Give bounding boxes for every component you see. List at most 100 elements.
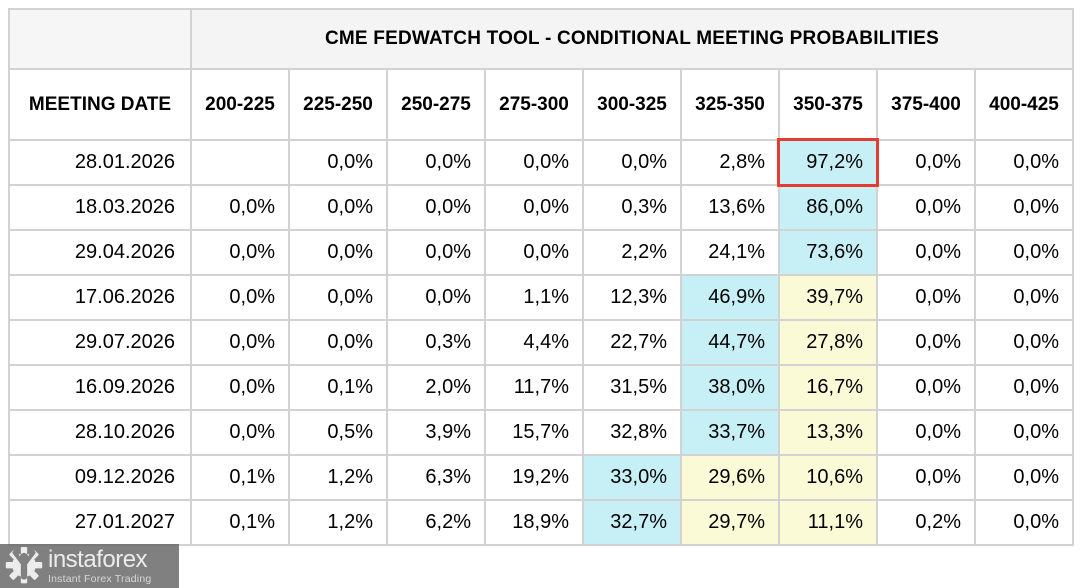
probability-cell: 0,0%: [876, 409, 976, 456]
header-row: MEETING DATE 200-225 225-250 250-275 275-30…: [8, 68, 1074, 141]
probability-cell: 0,0%: [386, 229, 486, 276]
probability-cell: 29,6%: [680, 454, 780, 501]
probability-cell: 0,0%: [974, 499, 1074, 546]
probability-cell: 32,8%: [582, 409, 682, 456]
probability-cell: 0,0%: [974, 319, 1074, 366]
probability-cell: 0,0%: [190, 409, 290, 456]
table-body: 28.01.2026 0,0% 0,0% 0,0% 0,0% 2,8% 97,2% 0,0% 0…: [8, 139, 1074, 546]
rate-range-header: 250-275: [386, 68, 486, 141]
probability-cell: 0,0%: [288, 319, 388, 366]
probability-cell: 0,0%: [386, 139, 486, 186]
table-row: 29.07.2026 0,0% 0,0% 0,3% 4,4% 22,7% 44,7% 27,8…: [8, 319, 1074, 366]
probability-cell: 0,1%: [190, 499, 290, 546]
probability-cell: 16,7%: [778, 364, 878, 411]
probability-cell: 86,0%: [778, 184, 878, 231]
probability-cell: 10,6%: [778, 454, 878, 501]
probability-cell: 73,6%: [778, 229, 878, 276]
probability-cell: 2,2%: [582, 229, 682, 276]
meeting-date-cell: 17.06.2026: [8, 274, 192, 321]
probability-cell: 0,0%: [484, 184, 584, 231]
probability-cell: 0,5%: [288, 409, 388, 456]
rate-range-header: 300-325: [582, 68, 682, 141]
probability-cell: 0,0%: [974, 409, 1074, 456]
probability-cell: 38,0%: [680, 364, 780, 411]
table-row: 29.04.2026 0,0% 0,0% 0,0% 0,0% 2,2% 24,1% 73,6%…: [8, 229, 1074, 276]
rate-range-header: 200-225: [190, 68, 290, 141]
probability-cell: 0,0%: [190, 364, 290, 411]
probability-cell: 0,0%: [190, 319, 290, 366]
probability-cell: 0,0%: [484, 139, 584, 186]
probability-cell: 0,0%: [876, 364, 976, 411]
probability-cell: 1,2%: [288, 454, 388, 501]
probability-cell: 6,3%: [386, 454, 486, 501]
probability-cell: 31,5%: [582, 364, 682, 411]
rate-range-header: 325-350: [680, 68, 780, 141]
meeting-date-cell: 29.04.2026: [8, 229, 192, 276]
probability-cell: 0,0%: [974, 274, 1074, 321]
probability-cell: 0,0%: [582, 139, 682, 186]
table-row: 17.06.2026 0,0% 0,0% 0,0% 1,1% 12,3% 46,9% 39,7…: [8, 274, 1074, 321]
probability-cell: 0,1%: [190, 454, 290, 501]
watermark-tagline: Instant Forex Trading: [48, 572, 152, 585]
meeting-date-cell: 16.09.2026: [8, 364, 192, 411]
table-row: 18.03.2026 0,0% 0,0% 0,0% 0,0% 0,3% 13,6% 86,0%…: [8, 184, 1074, 231]
rate-range-header: 275-300: [484, 68, 584, 141]
probability-cell: 0,0%: [386, 274, 486, 321]
probability-cell: 0,0%: [386, 184, 486, 231]
probability-cell: 0,0%: [190, 229, 290, 276]
probability-cell: 0,1%: [288, 364, 388, 411]
meeting-date-cell: 28.10.2026: [8, 409, 192, 456]
probability-cell: 0,0%: [974, 184, 1074, 231]
probability-cell: 13,3%: [778, 409, 878, 456]
meeting-date-cell: 09.12.2026: [8, 454, 192, 501]
probability-cell: 15,7%: [484, 409, 584, 456]
probability-cell: 0,0%: [876, 274, 976, 321]
probability-cell: 11,1%: [778, 499, 878, 546]
title-row: CME FEDWATCH TOOL - CONDITIONAL MEETING …: [8, 8, 1074, 70]
probability-cell: 0,0%: [288, 184, 388, 231]
probability-cell: 0,0%: [288, 229, 388, 276]
probability-cell: 33,0%: [582, 454, 682, 501]
probability-cell: 0,0%: [876, 184, 976, 231]
probability-cell: 46,9%: [680, 274, 780, 321]
probability-cell: 27,8%: [778, 319, 878, 366]
instaforex-logo-icon: [5, 547, 43, 584]
probability-cell: 1,1%: [484, 274, 584, 321]
rate-range-header: 400-425: [974, 68, 1074, 141]
probability-cell: 0,0%: [876, 454, 976, 501]
probability-cell: 0,0%: [190, 184, 290, 231]
probability-cell: 0,0%: [876, 229, 976, 276]
probability-cell: 0,0%: [974, 364, 1074, 411]
probability-cell: 6,2%: [386, 499, 486, 546]
table-row: 28.10.2026 0,0% 0,5% 3,9% 15,7% 32,8% 33,7% 13,…: [8, 409, 1074, 456]
fedwatch-table-container: CME FEDWATCH TOOL - CONDITIONAL MEETING …: [8, 8, 1074, 546]
probability-cell: 0,0%: [190, 274, 290, 321]
probability-cell: 19,2%: [484, 454, 584, 501]
probability-cell: 0,0%: [484, 229, 584, 276]
table-row: 28.01.2026 0,0% 0,0% 0,0% 0,0% 2,8% 97,2% 0,0% 0…: [8, 139, 1074, 188]
probability-cell: 11,7%: [484, 364, 584, 411]
meeting-date-cell: 29.07.2026: [8, 319, 192, 366]
probability-cell: 4,4%: [484, 319, 584, 366]
probability-cell: 1,2%: [288, 499, 388, 546]
probability-cell: 2,0%: [386, 364, 486, 411]
table-row: 27.01.2027 0,1% 1,2% 6,2% 18,9% 32,7% 29,7% 11,…: [8, 499, 1074, 546]
probability-cell: 0,0%: [974, 454, 1074, 501]
probability-cell: 0,2%: [876, 499, 976, 546]
probability-cell: 0,0%: [288, 274, 388, 321]
table-title: CME FEDWATCH TOOL - CONDITIONAL MEETING …: [190, 8, 1074, 70]
probability-cell: 0,3%: [582, 184, 682, 231]
probability-cell: 3,9%: [386, 409, 486, 456]
probability-cell: [190, 139, 290, 186]
meeting-date-cell: 18.03.2026: [8, 184, 192, 231]
table-row: 16.09.2026 0,0% 0,1% 2,0% 11,7% 31,5% 38,0% 16,…: [8, 364, 1074, 411]
instaforex-watermark: instaforex Instant Forex Trading: [0, 544, 179, 588]
watermark-brand: instaforex: [48, 545, 148, 573]
probability-cell: 2,8%: [680, 139, 780, 186]
meeting-date-cell: 27.01.2027: [8, 499, 192, 546]
probability-cell: 29,7%: [680, 499, 780, 546]
probability-cell: 0,3%: [386, 319, 486, 366]
fedwatch-table: CME FEDWATCH TOOL - CONDITIONAL MEETING …: [8, 8, 1074, 546]
probability-cell: 97,2%: [778, 139, 880, 188]
probability-cell: 33,7%: [680, 409, 780, 456]
